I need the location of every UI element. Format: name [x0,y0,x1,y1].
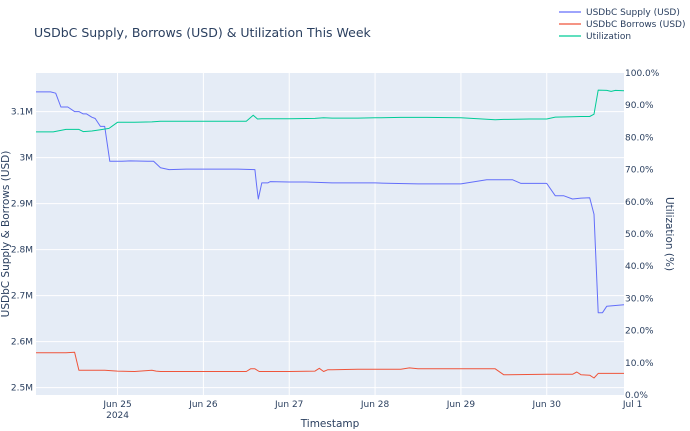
y-tick-label: 2.5M [11,384,33,394]
y-tick-label: 2.6M [11,338,33,348]
y-axis-ticks: 2.5M 2.6M 2.7M 2.8M 2.9M 3M 3.1M [11,108,33,394]
y-tick-label: 2.9M [11,200,33,210]
y2-tick-label: 10.0% [625,359,654,369]
series-line-borrows [36,351,624,379]
legend-label: USDbC Supply (USD) [586,8,680,18]
y2-tick-label: 50.0% [625,230,654,240]
series-line-supply [36,91,625,314]
series-lines [36,89,625,379]
y2-axis-ticks: 0.0% 10.0% 20.0% 30.0% 40.0% 50.0% 60.0% 70.0% 8… [625,69,660,401]
x-tick-label: Jun 30 [532,400,562,410]
y2-tick-label: 0.0% [625,391,648,401]
x-tick-label: Jul 1 [622,400,642,410]
x-tick-year: 2024 [106,411,129,421]
y2-tick-label: 70.0% [625,166,654,176]
gridlines [36,73,634,395]
legend-item[interactable]: USDbC Borrows (USD) [559,20,685,30]
x-axis-title: Timestamp [300,418,360,430]
y-tick-label: 3.1M [11,108,33,118]
x-tick-label: Jun 27 [274,400,303,410]
y2-tick-label: 100.0% [625,69,660,79]
y2-tick-label: 90.0% [625,101,654,111]
y2-axis-title: Utilization (%) [663,197,675,271]
y2-tick-label: 30.0% [625,294,654,304]
y-axis-title: USDbC Supply & Borrows (USD) [0,151,12,318]
y2-tick-label: 80.0% [625,133,654,143]
plot-area [36,73,624,395]
chart-title: USDbC Supply, Borrows (USD) & Utilizatio… [34,25,372,40]
y-tick-label: 2.7M [11,292,33,302]
y-tick-label: 2.8M [11,246,33,256]
x-tick-label: Jun 25 [102,400,131,410]
legend-label: Utilization [586,32,631,42]
legend-item[interactable]: Utilization [559,32,631,42]
x-tick-label: Jun 28 [360,400,390,410]
x-tick-label: Jun 29 [446,400,476,410]
y-tick-label: 3M [20,154,34,164]
y2-tick-label: 40.0% [625,262,654,272]
legend[interactable]: USDbC Supply (USD) USDbC Borrows (USD) Uti… [559,8,685,42]
y2-tick-label: 20.0% [625,327,654,337]
x-tick-label: Jun 26 [188,400,218,410]
y2-tick-label: 60.0% [625,198,654,208]
series-line-utilization [36,89,625,133]
legend-item[interactable]: USDbC Supply (USD) [559,8,680,18]
legend-label: USDbC Borrows (USD) [586,20,685,30]
